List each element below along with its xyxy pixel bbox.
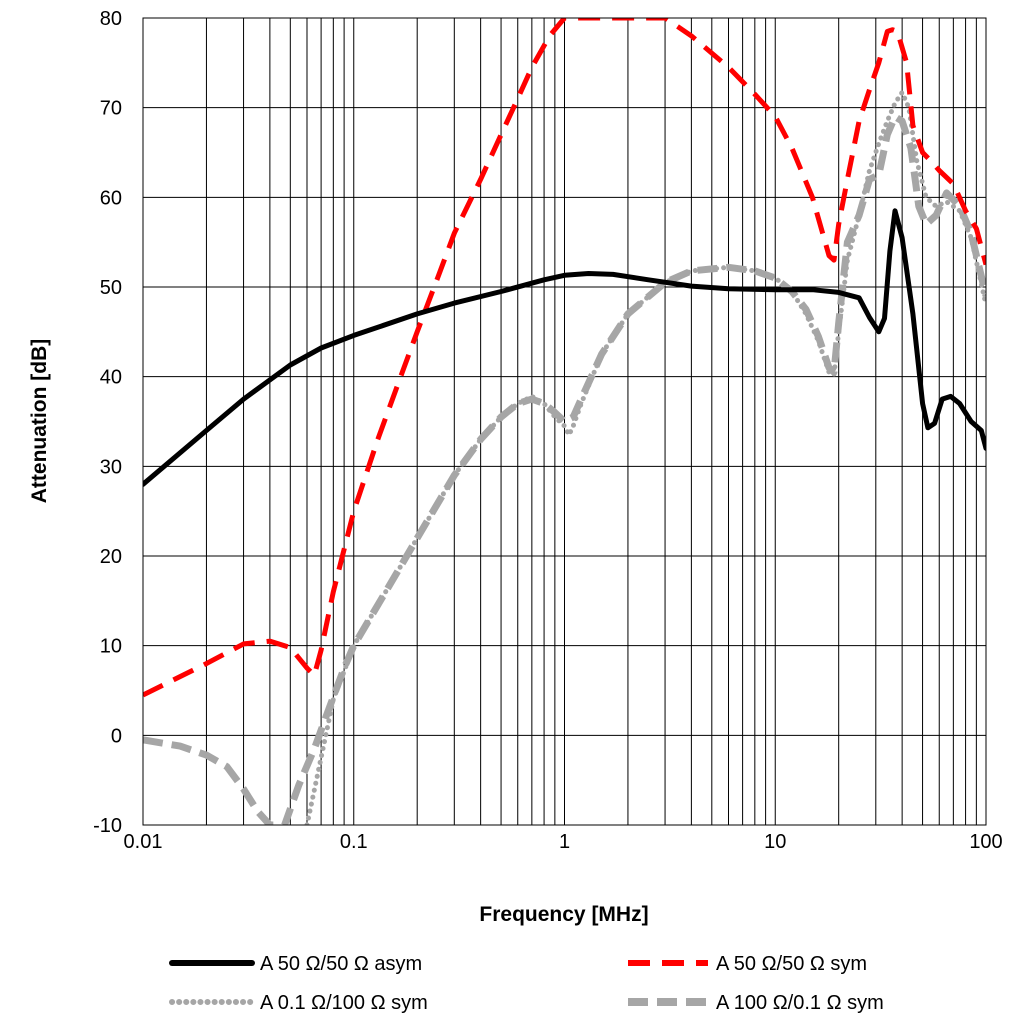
y-tick-label: 60 [100, 187, 122, 209]
y-tick-label: 0 [111, 725, 122, 747]
series-line-3 [304, 89, 986, 825]
legend-label-1: A 50 Ω/50 Ω asym [260, 953, 422, 975]
series-line-4 [143, 113, 986, 825]
y-tick-label: 80 [100, 8, 122, 30]
y-tick-label: -10 [93, 815, 122, 837]
x-tick-label: 0.01 [124, 831, 163, 853]
y-tick-label: 30 [100, 456, 122, 478]
y-tick-label: 40 [100, 367, 122, 389]
legend-label-4: A 100 Ω/0.1 Ω sym [716, 992, 884, 1014]
legend-label-3: A 0.1 Ω/100 Ω sym [260, 992, 428, 1014]
legend: A 50 Ω/50 Ω asym A 50 Ω/50 Ω sym A 0.1 Ω/1… [169, 953, 884, 1014]
y-tick-label: 70 [100, 98, 122, 120]
legend-label-2: A 50 Ω/50 Ω sym [716, 953, 867, 975]
x-tick-labels: 0.01 0.1 1 10 100 [124, 831, 1003, 853]
y-tick-label: 50 [100, 277, 122, 299]
y-tick-label: 20 [100, 546, 122, 568]
y-tick-labels: -10 0 10 20 30 40 50 60 70 80 [93, 8, 122, 837]
x-tick-label: 0.1 [340, 831, 368, 853]
series-line-1 [143, 208, 986, 487]
x-axis-title: Frequency [MHz] [479, 903, 648, 926]
x-tick-label: 100 [969, 831, 1002, 853]
x-tick-label: 10 [764, 831, 786, 853]
plot-area-border [142, 17, 987, 826]
y-axis-title: Attenuation [dB] [28, 339, 51, 503]
x-tick-label: 1 [559, 831, 570, 853]
y-tick-label: 10 [100, 636, 122, 658]
series-group [143, 18, 986, 825]
series-line-2 [143, 18, 986, 698]
